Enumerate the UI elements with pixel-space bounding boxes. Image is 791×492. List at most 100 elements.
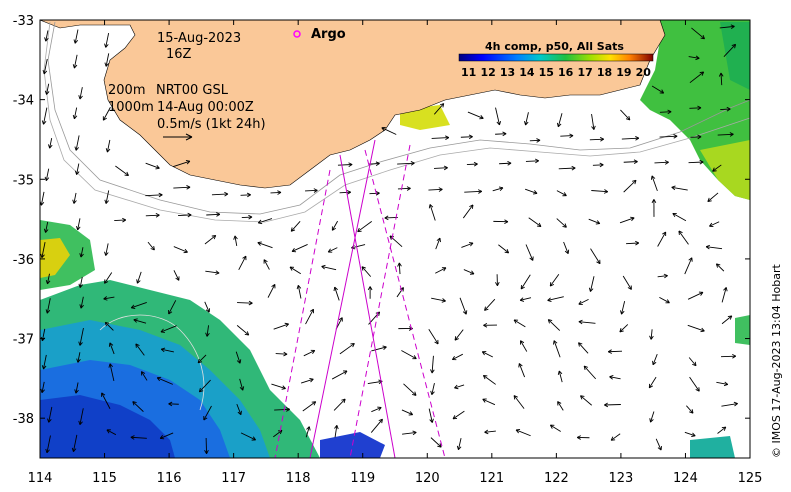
current-vector (547, 296, 564, 301)
altimeter-track-dashed-2 (364, 149, 446, 458)
current-vector (79, 408, 84, 425)
hour-label: 16Z (166, 47, 192, 62)
current-vector (131, 302, 147, 309)
current-vector-head (44, 176, 50, 181)
current-vector-head (536, 138, 541, 143)
current-vector (402, 431, 417, 435)
current-vector-head (439, 103, 445, 108)
current-vector (528, 217, 542, 227)
current-vector-head (133, 318, 138, 323)
current-vector-head (104, 321, 110, 327)
current-vector-head (78, 95, 83, 100)
current-vector (79, 276, 83, 288)
current-vector (484, 430, 496, 433)
current-vector (114, 219, 126, 221)
current-vector-head (691, 432, 696, 437)
current-vector-head (397, 262, 402, 267)
current-vector-head (285, 407, 290, 412)
current-vector-head (346, 190, 351, 195)
current-vector-head (289, 266, 295, 271)
scale-arrow (163, 133, 193, 141)
current-vector-head (723, 287, 728, 292)
current-vector (104, 272, 113, 284)
current-vector (429, 204, 436, 221)
current-vector-head (367, 286, 373, 291)
current-vector (671, 186, 688, 191)
x-tick-label: 119 (350, 471, 375, 486)
current-vector (515, 429, 531, 437)
current-vector-head (659, 89, 665, 94)
colorbar-tick-label: 18 (597, 66, 612, 79)
current-vector-head (588, 287, 594, 292)
current-vector (77, 218, 81, 231)
current-vector-head (42, 70, 48, 75)
colorbar-tick-label: 12 (480, 66, 495, 79)
current-vector (719, 25, 735, 29)
current-vector (157, 377, 173, 385)
current-vector-head (484, 429, 489, 435)
contour-1000m (43, 21, 750, 223)
current-vector (357, 221, 372, 233)
current-vector-head (529, 256, 534, 261)
current-vector (590, 248, 601, 265)
current-vector (623, 179, 637, 193)
current-vector (484, 298, 496, 311)
current-vector-head (45, 448, 50, 454)
current-vector (434, 167, 448, 169)
current-vector-head (410, 161, 415, 166)
current-vector-head (707, 197, 712, 203)
altimeter-track-dashed-1 (274, 169, 331, 458)
current-vector (178, 214, 192, 216)
current-vector-head (709, 222, 714, 227)
current-vector (688, 56, 700, 59)
current-vector-head (198, 387, 204, 393)
current-vector-head (321, 264, 326, 270)
y-tick-label: -35 (13, 173, 34, 188)
current-vector (707, 192, 719, 202)
current-vector-head (513, 319, 519, 324)
current-vector (240, 194, 251, 196)
current-vector-head (72, 114, 78, 120)
current-vector (397, 162, 415, 165)
current-vector (43, 107, 48, 125)
current-vector-head (187, 212, 192, 218)
current-vector (132, 401, 144, 412)
current-vector (302, 401, 316, 412)
current-vector (651, 175, 658, 192)
current-vector (43, 58, 48, 75)
current-vector (337, 164, 353, 166)
current-vector (145, 162, 160, 169)
current-vector-head (504, 249, 510, 254)
current-vector-head (412, 355, 417, 360)
current-vector-head (429, 418, 434, 423)
current-vector (433, 103, 445, 115)
current-vector-head (277, 190, 282, 195)
current-vector-head (591, 125, 596, 130)
current-vector (717, 133, 734, 136)
current-vector (40, 191, 45, 206)
current-vector-head (271, 283, 276, 289)
current-vector (454, 384, 465, 389)
current-vector (608, 350, 623, 353)
current-vector-head (257, 241, 262, 246)
current-vector-head (698, 291, 704, 296)
current-vector (686, 405, 694, 414)
current-vector-head (108, 363, 114, 368)
current-vector-head (689, 409, 694, 414)
current-vector-head (729, 132, 734, 137)
current-vector-head (389, 235, 394, 240)
current-vector-head (375, 191, 380, 196)
current-vector (691, 27, 705, 40)
current-vector-head (697, 105, 702, 111)
current-vector-head (72, 199, 77, 204)
current-vector-head (73, 39, 79, 44)
current-vector-head (406, 186, 411, 191)
current-vector (147, 241, 155, 251)
current-vector (105, 190, 110, 204)
current-vector-head (333, 286, 338, 292)
current-vector-head (462, 310, 468, 315)
current-vector (43, 354, 47, 370)
current-vector (553, 340, 561, 358)
current-vector (204, 301, 210, 313)
current-vector (73, 54, 78, 69)
